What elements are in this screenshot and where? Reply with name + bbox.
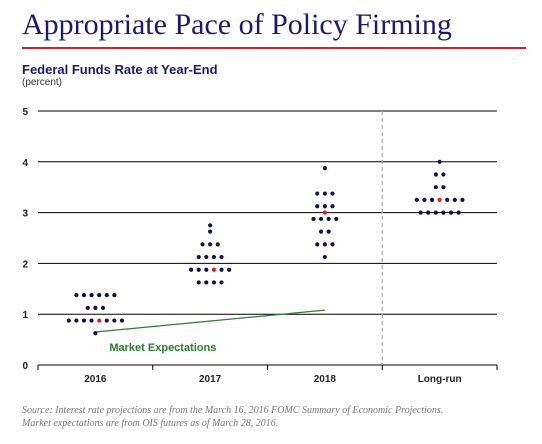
projection-dot [93, 331, 98, 336]
market-expectations-label: Market Expectations [109, 342, 216, 354]
projection-dot [330, 242, 335, 247]
projection-dot [433, 210, 438, 215]
projection-dot [93, 305, 98, 310]
x-tick-label: 2017 [199, 374, 222, 385]
projection-dot [119, 318, 125, 323]
projection-dot [208, 223, 213, 228]
source-line-2: Market expectations are from OIS futures… [22, 418, 279, 429]
projection-dot [74, 293, 79, 298]
projection-dot [219, 267, 224, 272]
chart-subtitle: Federal Funds Rate at Year-End [22, 62, 218, 77]
projection-dot [456, 210, 461, 215]
projection-dot [330, 204, 335, 209]
projection-dot [208, 229, 213, 234]
projection-dot [204, 254, 209, 260]
projection-dot [433, 185, 438, 190]
projection-dot [112, 293, 117, 298]
projection-dot [204, 280, 209, 285]
projection-dot [330, 191, 335, 196]
projection-dot [315, 242, 320, 247]
source-line-1: Source: Interest rate projections are fr… [22, 405, 444, 416]
projection-dot [445, 197, 450, 202]
x-tick-label: 2018 [314, 374, 337, 385]
projection-dot [104, 293, 109, 298]
projection-dot [112, 318, 117, 323]
projection-dot [81, 293, 87, 298]
projection-dot [334, 216, 339, 222]
y-tick-label: 2 [22, 259, 28, 270]
projection-dot [433, 172, 438, 177]
projection-dot [452, 197, 457, 202]
projection-dot [315, 191, 320, 196]
projection-dot [204, 267, 209, 272]
projection-dot [219, 254, 224, 260]
y-tick-label: 1 [22, 310, 28, 321]
projection-dot [318, 216, 324, 222]
x-tick-label: 2016 [84, 374, 107, 385]
y-tick-label: 3 [22, 209, 28, 220]
projection-dot [97, 293, 102, 298]
projection-dot [208, 242, 213, 247]
projection-dot [322, 191, 327, 196]
projection-dot [85, 305, 90, 310]
projection-dot [189, 267, 194, 272]
projection-dot [441, 185, 446, 190]
y-axis-ticks: 0 1 2 3 4 5 [22, 107, 28, 372]
x-tick-label: Long-run [418, 374, 462, 385]
projection-dot [326, 229, 331, 234]
projection-dot [89, 293, 94, 298]
projection-dot [196, 267, 201, 272]
median-dot [437, 197, 442, 202]
median-dot [211, 267, 217, 272]
projection-dot [326, 216, 331, 222]
projection-dot [426, 210, 431, 215]
projection-dot [322, 204, 327, 209]
projection-dot [441, 172, 446, 177]
projection-dot [104, 318, 109, 323]
market-expectations-line [95, 309, 325, 333]
projection-dot [200, 242, 205, 247]
y-tick-label: 4 [22, 158, 28, 169]
median-dot [322, 210, 327, 215]
projection-dot [219, 280, 224, 285]
y-tick-label: 0 [22, 361, 28, 372]
x-axis-ticks: 2016 2017 2018 Long-run [37, 365, 498, 385]
projection-dot [315, 204, 320, 209]
projection-dot [322, 254, 327, 260]
projection-dot [196, 280, 201, 285]
projection-dot [318, 229, 324, 234]
gridlines [38, 110, 497, 366]
projection-dots [66, 159, 465, 336]
projection-dot [66, 318, 71, 323]
projection-dot [211, 280, 217, 285]
source-note: Source: Interest rate projections are fr… [22, 404, 532, 430]
projection-dot [100, 305, 106, 310]
projection-dot [322, 242, 327, 247]
projection-dot [196, 254, 201, 260]
projection-dot [89, 318, 94, 323]
unit-label: (percent) [22, 77, 63, 88]
projection-dot [437, 159, 442, 164]
projection-dot [448, 210, 454, 215]
projection-dot [311, 216, 316, 222]
projection-dot [429, 197, 435, 202]
projection-dot [460, 197, 465, 202]
projection-dot [441, 210, 446, 215]
chart-title: Appropriate Pace of Policy Firming [22, 8, 452, 41]
projection-dot [211, 254, 217, 260]
projection-dot [227, 267, 232, 272]
projection-dot [422, 197, 427, 202]
median-dot [97, 318, 102, 323]
projection-dot [81, 318, 87, 323]
projection-dot [74, 318, 79, 323]
projection-dot [418, 210, 423, 215]
projection-dot [414, 197, 419, 202]
projection-dot [322, 166, 327, 171]
y-tick-label: 5 [22, 107, 28, 118]
projection-dot [215, 242, 220, 247]
title-divider [22, 47, 526, 49]
